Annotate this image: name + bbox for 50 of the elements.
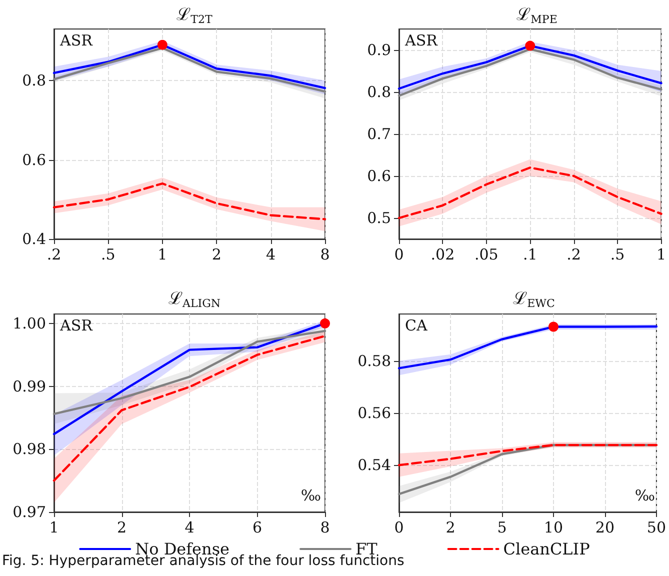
x-tick-label: 10	[544, 518, 564, 536]
x-tick-label: 2	[212, 246, 222, 264]
y-tick-label: 0.8	[22, 72, 46, 90]
x-tick-label: 2	[446, 518, 456, 536]
x-tick-label: 5	[497, 518, 507, 536]
y-tick-label: 0.6	[22, 150, 46, 169]
x-tick-label: 50	[646, 518, 666, 536]
y-tick-label: 0.4	[22, 230, 46, 248]
y-tick-label: 0.54	[358, 456, 391, 474]
y-tick-label: 0.56	[358, 404, 391, 422]
y-tick-label: 0.58	[358, 352, 391, 370]
x-tick-label: 4	[184, 518, 194, 536]
x-tick-label: 2	[116, 518, 127, 536]
line-series	[398, 444, 658, 466]
annotation: ‰	[300, 486, 322, 504]
annotation: ASR	[59, 32, 94, 50]
annotation: ASR	[59, 316, 94, 334]
annotation: ASR	[404, 32, 438, 50]
x-tick-label: .5	[101, 246, 116, 264]
line-series	[398, 166, 662, 220]
y-tick-label: 0.97	[12, 503, 46, 521]
x-tick-label: 1	[656, 246, 666, 264]
x-tick-label: .05	[474, 246, 498, 264]
y-tick-label: 0.8	[367, 83, 391, 101]
x-tick-label: 0	[394, 518, 404, 536]
x-tick-label: 8	[320, 518, 330, 536]
legend-label: CleanCLIP	[503, 540, 590, 558]
x-tick-label: 8	[320, 246, 330, 264]
y-tick-label: 0.98	[12, 440, 46, 458]
y-tick-label: 0.9	[367, 41, 391, 59]
y-tick-label: 0.6	[367, 167, 391, 185]
x-tick-label: 1	[158, 246, 168, 264]
x-tick-label: .2	[46, 246, 62, 264]
y-tick-label: 0.5	[367, 209, 391, 227]
x-tick-label: .2	[566, 246, 581, 264]
line-series	[52, 334, 326, 482]
x-tick-label: 20	[595, 518, 615, 536]
annotation: CA	[405, 316, 428, 334]
x-tick-label: .5	[610, 246, 625, 264]
y-tick-label: 1.00	[12, 314, 46, 332]
annotation: ‰	[634, 486, 656, 504]
y-tick-label: 0.7	[367, 125, 391, 143]
y-tick-label: 0.99	[12, 377, 46, 396]
x-tick-label: 0	[394, 246, 404, 264]
line-series	[52, 182, 326, 220]
x-tick-label: 6	[252, 518, 262, 536]
x-tick-label: .1	[522, 246, 538, 264]
x-tick-label: 1	[49, 518, 59, 536]
x-tick-label: .02	[430, 246, 455, 264]
x-tick-label: 4	[266, 246, 276, 264]
